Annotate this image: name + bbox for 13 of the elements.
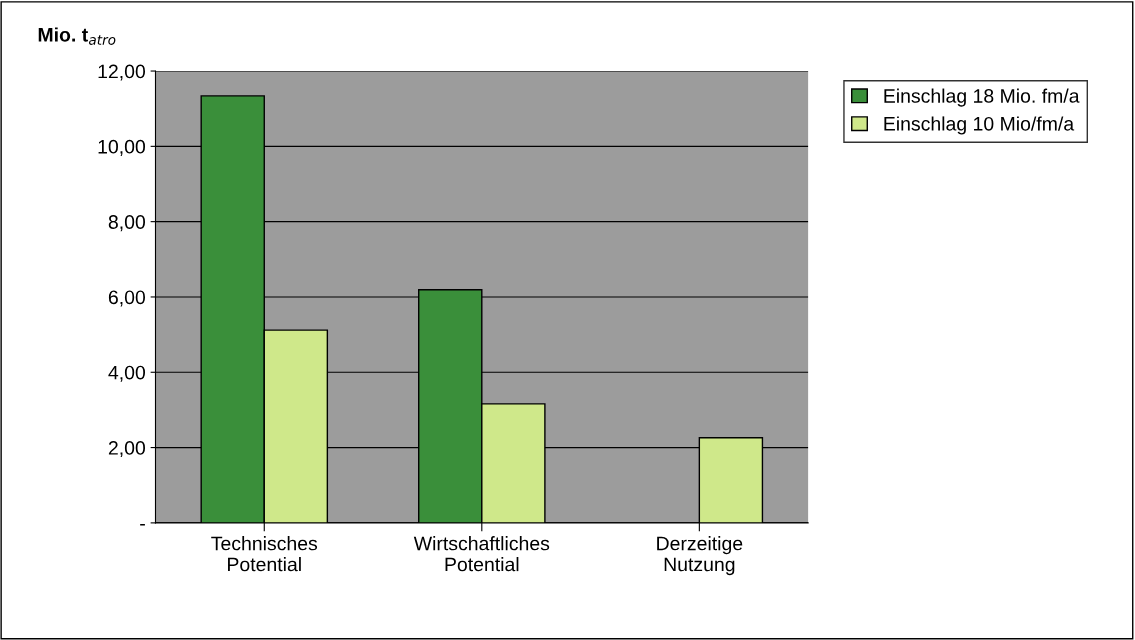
x-tick-label: Wirtschaftliches Potential xyxy=(413,536,550,572)
y-tick-label: 8,00 xyxy=(108,215,146,232)
y-tick-label: 12,00 xyxy=(98,64,146,81)
y-tick-label: 2,00 xyxy=(108,441,146,458)
y-axis-title: Mio. t$_{atro}$ xyxy=(38,27,116,45)
x-tick-label: Technisches Potential xyxy=(211,536,318,572)
y-tick-label: 10,00 xyxy=(98,139,146,156)
y-tick-label: - xyxy=(140,524,145,526)
y-tick-label: 6,00 xyxy=(108,290,146,307)
y-tick-label: 4,00 xyxy=(108,365,146,382)
legend-label: Einschlag 10 Mio/fm/a xyxy=(884,116,1075,135)
legend-label: Einschlag 18 Mio. fm/a xyxy=(884,88,1080,107)
x-tick-label: Derzeitige Nutzung xyxy=(657,536,743,576)
